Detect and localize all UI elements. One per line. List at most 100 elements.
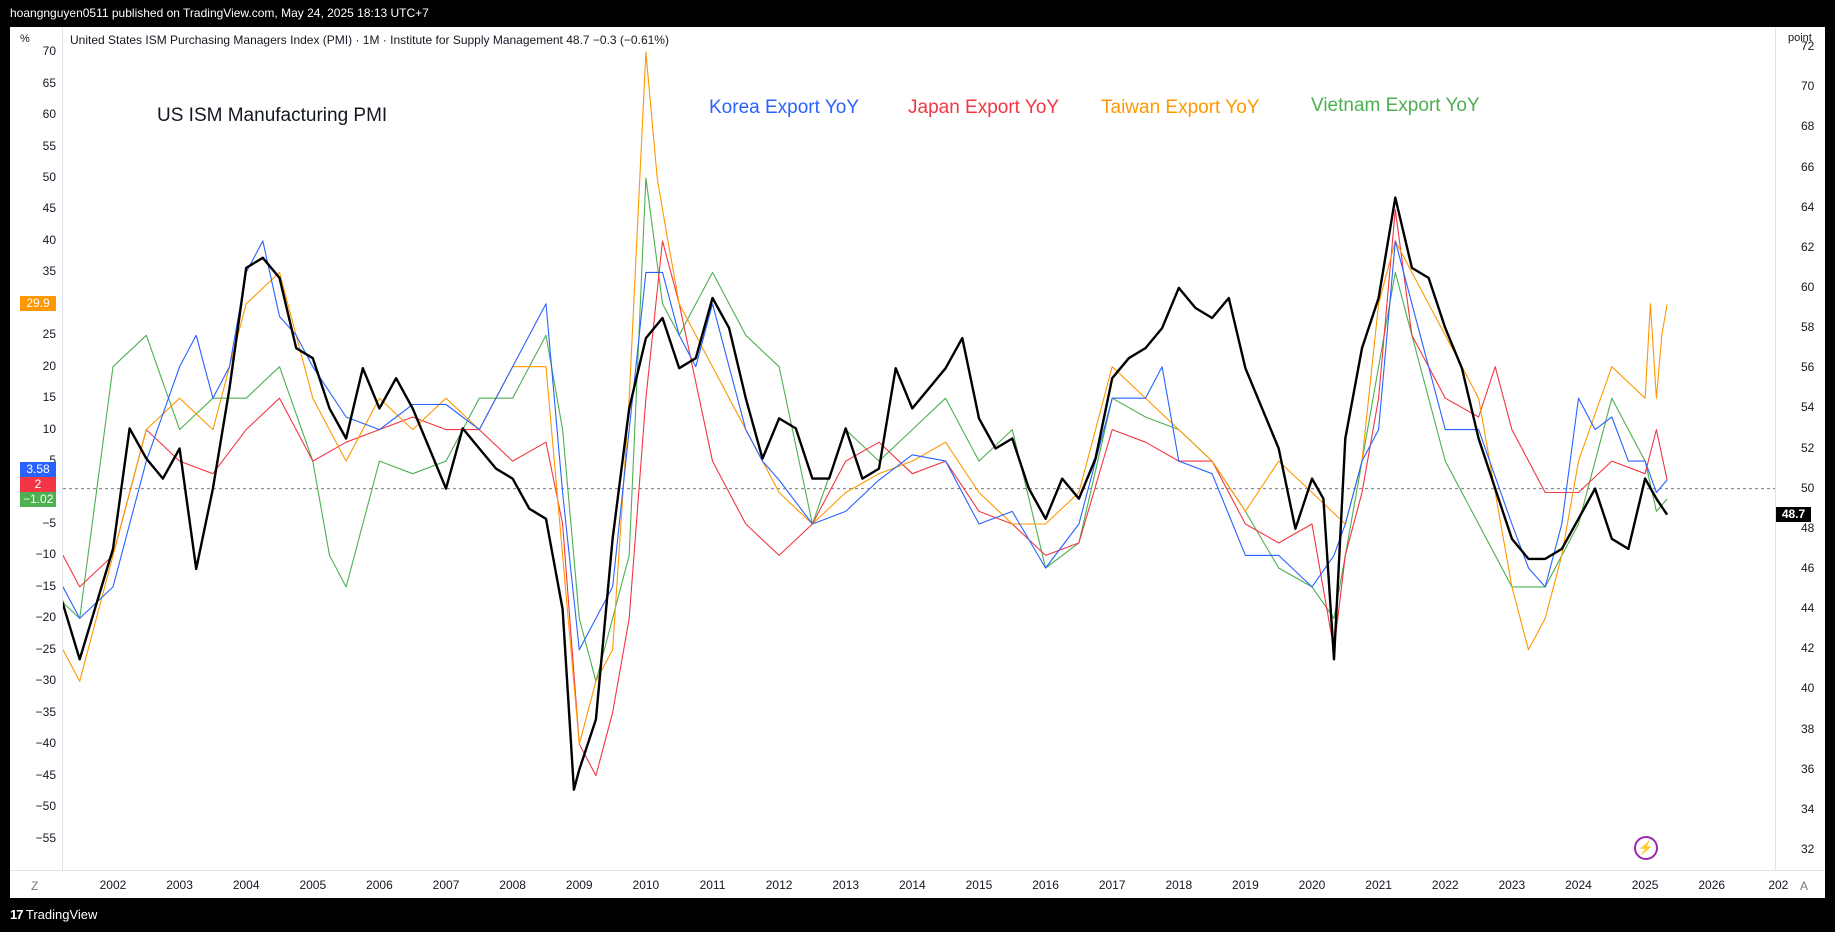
left-axis-tick: 35 <box>42 264 56 279</box>
right-price-axis[interactable]: point 72 70 68 66 64 62 60 58 56 54 52 50 48 46 44 42 40… <box>1775 27 1826 870</box>
right-axis-tick: 64 <box>1801 199 1815 214</box>
taiwan-annotation: Taiwan Export YoY <box>1101 97 1260 118</box>
right-axis-tick: 32 <box>1801 841 1815 856</box>
chart-svg <box>63 51 1775 791</box>
left-axis-tick: −30 <box>35 673 56 688</box>
right-axis-tick: 36 <box>1801 761 1815 776</box>
right-axis-tick: 58 <box>1801 320 1815 335</box>
time-axis-tick: 2003 <box>166 878 193 892</box>
vietnam-last-value-badge: −1.02 <box>20 492 56 507</box>
lightning-icon[interactable]: ⚡ <box>1634 836 1658 860</box>
right-axis-tick: 56 <box>1801 360 1815 375</box>
taiwan-last-value-badge: 29.9 <box>20 296 56 312</box>
tradingview-logo-icon: 17 <box>10 907 23 922</box>
right-axis-tick: 38 <box>1801 721 1815 736</box>
right-axis-tick: 50 <box>1801 480 1815 495</box>
left-axis-tick: 60 <box>42 107 56 122</box>
time-axis-tick: 2016 <box>1032 878 1059 892</box>
time-axis-tick: 2019 <box>1232 878 1259 892</box>
chart-title: United States ISM Purchasing Managers In… <box>70 33 669 47</box>
time-axis-tick: 2015 <box>965 878 993 892</box>
time-axis-tick: 2007 <box>432 878 460 892</box>
left-axis-unit: % <box>20 33 30 45</box>
right-axis-tick: 42 <box>1801 641 1815 656</box>
right-axis-tick: 68 <box>1801 119 1815 134</box>
vietnam-annotation: Vietnam Export YoY <box>1311 95 1480 116</box>
left-axis-tick: −10 <box>35 547 56 562</box>
right-axis-tick: 44 <box>1801 601 1815 616</box>
time-axis-tick: 2020 <box>1298 878 1326 892</box>
left-axis-tick: 25 <box>42 327 56 342</box>
right-axis-tick: 48 <box>1801 520 1815 535</box>
time-axis-tick: 2012 <box>765 878 793 892</box>
time-axis-tick: 202 <box>1768 878 1789 892</box>
plot-area[interactable] <box>63 27 1775 870</box>
time-axis[interactable]: Z A 2002 2003 2004 2005 2006 2007 2008 2009 2010… <box>10 870 1825 899</box>
left-price-axis[interactable]: % 7065605550454035302520151050−5−10−15−2… <box>10 27 63 870</box>
left-axis-tick: 10 <box>42 421 56 436</box>
time-axis-tick: 2010 <box>632 878 660 892</box>
time-axis-tick: 2018 <box>1165 878 1193 892</box>
pmi-series-line <box>63 196 1669 791</box>
left-axis-tick: −20 <box>35 610 56 625</box>
left-axis-tick: 55 <box>42 138 56 153</box>
chart-panel[interactable]: % 7065605550454035302520151050−5−10−15−2… <box>10 27 1825 898</box>
left-axis-tick: −15 <box>35 578 56 593</box>
time-axis-tick: 2005 <box>299 878 327 892</box>
time-axis-tick: 2009 <box>565 878 593 892</box>
time-axis-tick: 2022 <box>1431 878 1459 892</box>
japan-series-line <box>63 208 1668 777</box>
japan-annotation: Japan Export YoY <box>908 97 1060 118</box>
time-axis-tick: 2002 <box>99 878 127 892</box>
korea-last-value-badge: 3.58 <box>20 462 56 477</box>
time-axis-tick: 2021 <box>1365 878 1392 892</box>
time-axis-tick: 2008 <box>499 878 526 892</box>
pmi-last-value-badge: 48.7 <box>1776 506 1811 522</box>
right-axis-tick: 52 <box>1801 440 1815 455</box>
left-axis-tick: 5 <box>49 453 56 468</box>
time-axis-tick: 2014 <box>898 878 926 892</box>
right-axis-tick: 40 <box>1801 681 1815 696</box>
right-axis-unit: point <box>1788 32 1812 44</box>
left-axis-tick: 70 <box>42 44 56 59</box>
left-axis-tick: 50 <box>42 169 56 184</box>
time-axis-tick: 2026 <box>1698 878 1726 892</box>
left-axis-tick: −55 <box>35 830 56 845</box>
right-axis-tick: 46 <box>1801 560 1815 575</box>
time-axis-tick: 2024 <box>1565 878 1592 892</box>
left-axis-tick: −35 <box>35 704 56 719</box>
left-axis-tick: −50 <box>35 799 56 814</box>
footer-brand: TradingView <box>25 907 98 922</box>
published-text: hoangnguyen0511 published on TradingView… <box>10 6 429 20</box>
right-axis-tick: 66 <box>1801 159 1815 174</box>
time-axis-tick: 2013 <box>832 878 860 892</box>
taiwan-series-line <box>63 51 1668 745</box>
right-axis-tick: 34 <box>1801 801 1815 816</box>
korea-series-line <box>63 240 1668 651</box>
vietnam-series-line <box>63 177 1668 682</box>
left-axis-tick: 65 <box>42 75 56 90</box>
left-axis-tick: 20 <box>42 358 56 373</box>
left-axis-tick: −25 <box>35 641 56 656</box>
left-axis-tick: −45 <box>35 767 56 782</box>
right-axis-tick: 60 <box>1801 279 1815 294</box>
left-axis-tick: −40 <box>35 736 56 751</box>
right-axis-tick: 72 <box>1801 39 1815 54</box>
auto-scale-button[interactable]: A <box>1800 879 1809 893</box>
time-axis-tick: 2017 <box>1098 878 1126 892</box>
left-axis-tick: 15 <box>42 390 56 405</box>
korea-annotation: Korea Export YoY <box>709 97 859 118</box>
footer-bar: 17 TradingView <box>0 898 1835 932</box>
japan-last-value-badge: 2 <box>20 477 56 492</box>
scale-z-button[interactable]: Z <box>31 879 39 893</box>
right-axis-tick: 62 <box>1801 239 1815 254</box>
left-axis-tick: 40 <box>42 232 56 247</box>
right-axis-tick: 70 <box>1801 79 1815 94</box>
time-axis-tick: 2004 <box>232 878 260 892</box>
right-axis-tick: 54 <box>1801 400 1815 415</box>
time-axis-tick: 2023 <box>1498 878 1526 892</box>
time-axis-tick: 2011 <box>699 878 726 892</box>
pmi-annotation: US ISM Manufacturing PMI <box>157 105 388 126</box>
left-axis-tick: 45 <box>42 201 56 216</box>
time-axis-tick: 2006 <box>366 878 393 892</box>
